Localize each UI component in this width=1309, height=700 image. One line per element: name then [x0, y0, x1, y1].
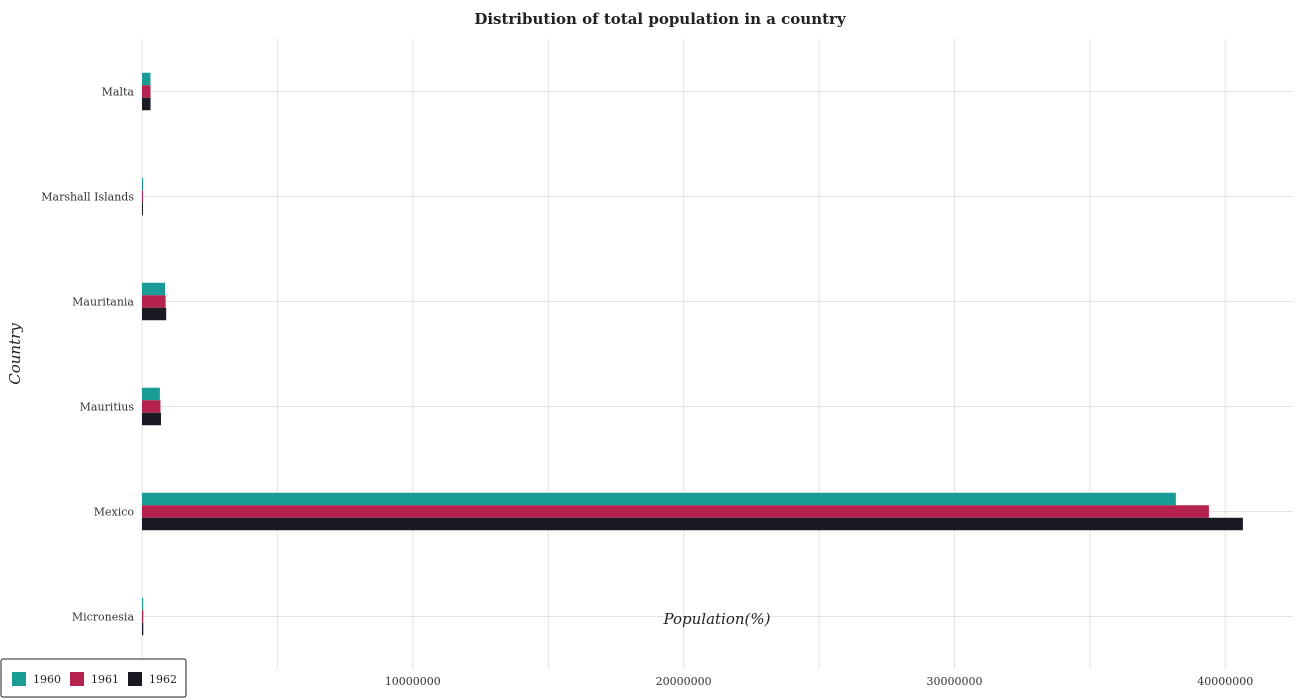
bar-marshall-islands-1960: [142, 177, 143, 191]
y-tick-label: Malta: [102, 86, 135, 99]
legend-label-1962: 1962: [149, 673, 177, 686]
y-tick-label: Mauritania: [72, 296, 134, 309]
legend-label-1960: 1960: [33, 673, 61, 686]
bar-marshall-islands-1962: [142, 202, 143, 216]
bar-marshall-islands-1961: [142, 190, 143, 203]
x-tick-label: 40000000: [1197, 675, 1253, 688]
legend: 1960 1961 1962: [0, 658, 187, 698]
bars: [142, 72, 1243, 636]
legend-swatch-1962: [128, 672, 142, 686]
x-tick-label: 10000000: [385, 675, 441, 688]
bar-micronesia-1961: [142, 610, 144, 623]
x-tick-label: 20000000: [656, 675, 712, 688]
x-tick-labels: 010000000200000003000000040000000: [139, 675, 1254, 688]
bar-mauritius-1962: [142, 412, 161, 426]
grid: [141, 39, 1293, 669]
x-tick-label: 30000000: [926, 675, 982, 688]
bar-mauritania-1960: [142, 282, 166, 296]
bar-mauritania-1961: [142, 295, 166, 308]
y-tick-labels: Malta Marshall Islands Mauritania Mauritius…: [41, 86, 134, 624]
legend-swatch-1960: [12, 672, 26, 686]
y-axis-label: Country: [6, 323, 24, 385]
legend-box: [0, 658, 187, 698]
bar-malta-1960: [142, 72, 151, 86]
bar-mauritius-1961: [142, 400, 161, 413]
bar-mexico-1960: [142, 492, 1176, 506]
plot-area: [142, 39, 1293, 669]
x-axis-label: Population(%): [663, 610, 771, 628]
chart-title: Distribution of total population in a co…: [474, 10, 847, 28]
legend-swatch-1961: [70, 672, 84, 686]
legend-label-1961: 1961: [91, 673, 119, 686]
bar-mexico-1962: [142, 517, 1243, 531]
y-tick-label: Marshall Islands: [41, 191, 134, 204]
y-tick-label: Mexico: [94, 506, 135, 519]
y-tick-label: Mauritius: [80, 401, 135, 414]
bar-mauritania-1962: [142, 307, 167, 321]
bar-mexico-1961: [142, 505, 1209, 518]
bar-malta-1962: [142, 97, 151, 111]
bar-malta-1961: [142, 85, 151, 98]
bar-micronesia-1960: [142, 597, 144, 611]
bar-mauritius-1960: [142, 387, 160, 401]
bar-micronesia-1962: [142, 622, 144, 636]
y-tick-label: Micronesia: [72, 611, 135, 624]
